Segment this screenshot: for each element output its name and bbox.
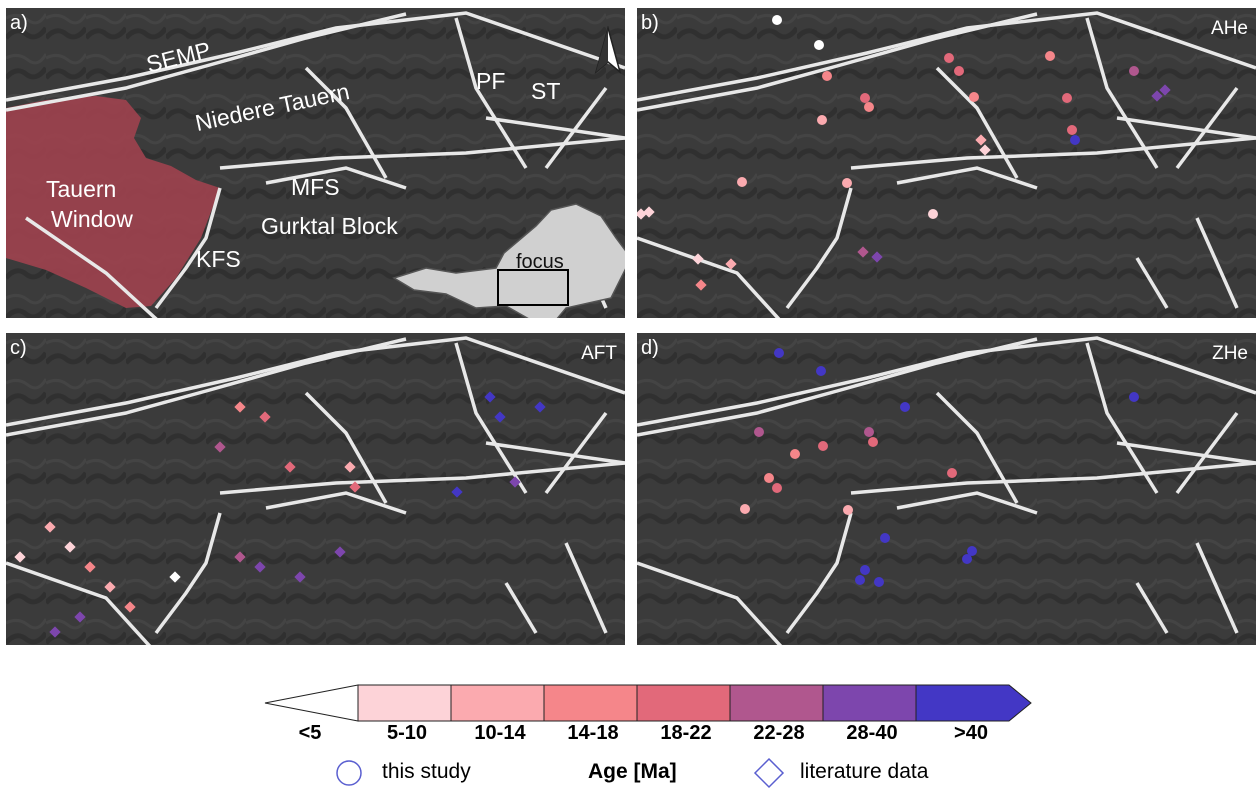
age-legend: <5 5-10 10-14 14-18 18-22 22-28 28-40 >4… — [0, 650, 1256, 789]
age-class-label-3: 14-18 — [567, 722, 619, 744]
colorbar-cell-6 — [822, 684, 917, 722]
kfs-label: KFS — [196, 246, 241, 272]
zhe-samples — [740, 348, 1139, 587]
method-label-d: ZHe — [1212, 343, 1248, 364]
circle-symbol-icon — [336, 760, 362, 786]
panel-label-d: d) — [641, 337, 659, 359]
colorbar-cell-4 — [636, 684, 731, 722]
focus-label: focus — [516, 251, 564, 273]
legend-literature-data: literature data — [800, 760, 929, 783]
map-a-canvas — [6, 8, 625, 318]
gurktal-block-label: Gurktal Block — [261, 213, 398, 239]
austria-inset-map — [392, 203, 625, 318]
panel-label-b: b) — [641, 12, 659, 34]
colorbar-cell-3 — [543, 684, 638, 722]
north-arrow-icon — [594, 26, 622, 75]
map-panel-d: d) ZHe — [637, 333, 1256, 645]
tauern-window-area — [6, 96, 220, 308]
ahe-samples — [637, 15, 1171, 291]
panel-label-a: a) — [10, 12, 28, 34]
panel-label-c: c) — [10, 337, 27, 359]
map-d-canvas — [637, 333, 1256, 645]
legend-this-study: this study — [382, 760, 471, 783]
method-label-c: AFT — [581, 343, 617, 364]
map-b-canvas — [637, 8, 1256, 318]
age-class-label-2: 10-14 — [474, 722, 526, 744]
colorbar-cell-0 — [264, 684, 359, 722]
window-label: Window — [51, 206, 133, 232]
st-label: ST — [531, 78, 561, 104]
colorbar-cell-5 — [729, 684, 824, 722]
age-class-label-4: 18-22 — [660, 722, 712, 744]
age-class-label-1: 5-10 — [386, 722, 428, 744]
map-panel-c: c) AFT — [6, 333, 625, 645]
age-class-label-0: <5 — [298, 722, 322, 744]
age-class-label-6: 28-40 — [846, 722, 898, 744]
map-c-canvas — [6, 333, 625, 645]
tauern-label: Tauern — [46, 176, 117, 202]
age-colorbar — [264, 684, 1032, 722]
fault-lines — [6, 11, 625, 318]
method-label-b: AHe — [1211, 18, 1248, 39]
colorbar-cell-7 — [915, 684, 1032, 722]
colorbar-cell-2 — [450, 684, 545, 722]
colorbar-cell-1 — [357, 684, 452, 722]
age-class-label-7: >40 — [954, 722, 988, 744]
age-class-label-5: 22-28 — [753, 722, 805, 744]
pf-label: PF — [476, 68, 506, 94]
mfs-label: MFS — [291, 174, 340, 200]
map-panel-a: a) SEMP Niedere Tauern PF ST Tauern Wind… — [6, 8, 625, 318]
colorbar-title: Age [Ma] — [588, 760, 677, 783]
map-panel-b: b) AHe — [637, 8, 1256, 318]
diamond-symbol-icon — [753, 757, 785, 789]
